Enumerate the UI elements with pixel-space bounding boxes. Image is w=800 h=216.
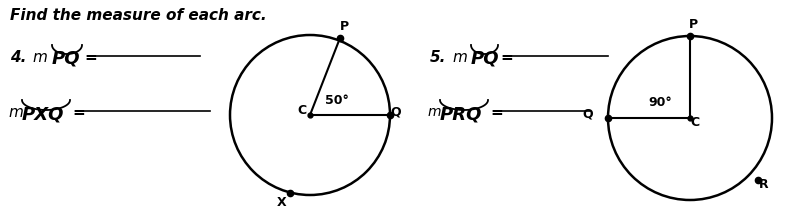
Text: C: C [690,116,699,130]
Text: =: = [500,50,513,65]
Text: C: C [298,103,306,116]
Text: P: P [689,17,698,30]
Text: m: m [8,105,23,120]
Text: PQ: PQ [52,50,81,68]
Text: PRQ: PRQ [440,105,482,123]
Text: R: R [759,178,769,192]
Text: m: m [32,50,47,65]
Text: m: m [452,50,467,65]
Text: PXQ: PXQ [22,105,64,123]
Text: 90°: 90° [648,97,672,110]
Text: 5.: 5. [430,50,446,65]
Text: m: m [428,105,442,119]
Text: =: = [490,105,502,120]
Text: Q: Q [582,108,594,121]
Text: 50°: 50° [325,94,349,106]
Text: Q: Q [390,105,402,119]
Text: 4.: 4. [10,50,26,65]
Text: Find the measure of each arc.: Find the measure of each arc. [10,8,266,23]
Text: =: = [72,105,85,120]
Text: PQ: PQ [471,50,499,68]
Text: X: X [277,197,287,210]
Text: =: = [84,50,97,65]
Text: P: P [339,19,349,32]
